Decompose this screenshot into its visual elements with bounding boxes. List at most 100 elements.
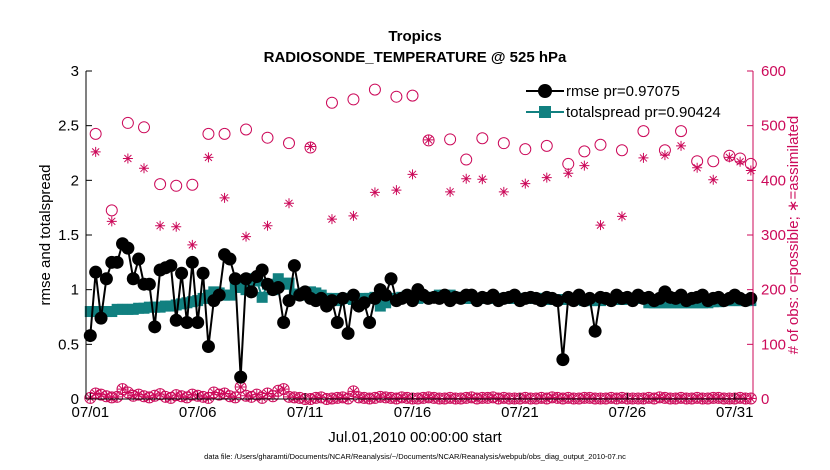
obs-assimilated-marker	[241, 231, 252, 242]
obs-assimilated-marker-low	[659, 392, 670, 403]
y-tick-right-label: 400	[761, 172, 786, 189]
obs-assimilated-marker-low	[547, 392, 558, 403]
obs-assimilated-marker-low	[579, 392, 590, 403]
rmse-marker	[363, 315, 377, 329]
legend-rmse-label: rmse pr=0.97075	[566, 83, 680, 100]
totalspread-marker	[283, 277, 295, 289]
obs-assimilated-marker	[477, 174, 488, 185]
obs-assimilated-marker-low	[149, 390, 160, 401]
obs-assimilated-marker-low	[294, 392, 305, 403]
obs-possible-marker	[347, 93, 360, 106]
obs-assimilated-marker-low	[450, 393, 461, 404]
obs-assimilated-marker	[724, 152, 735, 163]
obs-assimilated-marker-low	[160, 391, 171, 402]
obs-assimilated-marker-low	[740, 393, 751, 404]
obs-assimilated-marker-low	[224, 391, 235, 402]
rmse-marker	[357, 296, 371, 310]
obs-possible-marker	[540, 139, 553, 152]
obs-assimilated-marker-low	[649, 393, 660, 404]
rmse-marker	[336, 291, 350, 305]
rmse-marker	[325, 294, 339, 308]
y-ticks-right: 0 100 200 300 400 500 600	[747, 63, 786, 408]
obs-assimilated-marker-low	[681, 393, 692, 404]
obs-assimilated-marker	[391, 185, 402, 196]
rmse-marker	[277, 315, 291, 329]
y-axis-label-right: # of obs: o=possible; ∗=assimilated	[785, 116, 802, 355]
obs-assimilated-marker-low	[702, 393, 713, 404]
totalspread-marker	[224, 289, 236, 301]
obs-assimilated-marker-low	[144, 392, 155, 403]
rmse-marker	[282, 294, 296, 308]
obs-assimilated-marker-low	[133, 389, 144, 400]
obs-assimilated-marker-low	[488, 392, 499, 403]
obs-assimilated-marker-low	[429, 392, 439, 403]
obs-possible-marker	[444, 133, 457, 146]
obs-possible-marker	[240, 123, 253, 136]
y-tick-right-label: 100	[761, 336, 786, 353]
obs-possible-marker	[476, 132, 489, 145]
obs-assimilated-marker-low	[364, 393, 375, 404]
obs-possible-marker	[615, 144, 628, 157]
rmse-marker	[185, 255, 199, 269]
obs-assimilated-marker-low	[380, 392, 391, 403]
obs-assimilated-marker-low	[606, 392, 617, 403]
obs-assimilated-marker-low	[96, 389, 107, 400]
obs-assimilated-marker	[219, 192, 230, 203]
obs-assimilated-marker	[461, 173, 472, 184]
obs-assimilated-marker-low	[112, 391, 123, 402]
rmse-marker	[228, 272, 242, 286]
obs-assimilated-marker-low	[187, 389, 198, 400]
y-tick-left-label: 2.5	[58, 118, 79, 135]
obs-assimilated-marker-low	[257, 392, 268, 403]
obs-possible-marker	[460, 153, 473, 166]
obs-possible-marker	[170, 179, 183, 192]
y-tick-left-label: 0	[71, 391, 79, 408]
obs-assimilated-marker	[407, 169, 418, 180]
obs-assimilated-marker-low	[289, 392, 300, 403]
obs-possible-marker	[186, 178, 199, 191]
obs-assimilated-marker-low	[574, 393, 584, 404]
y-tick-left-label: 1	[71, 282, 79, 299]
obs-assimilated-marker-low	[353, 392, 364, 403]
obs-assimilated-marker-low	[525, 393, 536, 404]
obs-assimilated-marker	[595, 220, 606, 231]
obs-assimilated-marker-low	[165, 392, 176, 403]
x-tick-label: 07/16	[394, 404, 432, 421]
totalspread-marker	[256, 291, 268, 303]
obs-assimilated-marker-low	[471, 393, 482, 404]
obs-assimilated-marker-low	[461, 392, 472, 403]
obs-possible-marker	[138, 121, 150, 134]
obs-assimilated-marker	[708, 174, 719, 185]
obs-assimilated-marker	[90, 146, 101, 157]
rmse-marker	[126, 272, 140, 286]
obs-assimilated-marker	[692, 162, 703, 173]
obs-assimilated-marker	[203, 152, 214, 163]
obs-assimilated-marker-low	[633, 393, 644, 404]
y-ticks-left: 0 0.5 1 1.5 2 2.5 3	[58, 63, 92, 408]
obs-assimilated-marker	[579, 160, 590, 171]
obs-assimilated-marker-low	[171, 390, 182, 401]
obs-assimilated-marker-low	[316, 392, 327, 403]
obs-assimilated-marker-low	[466, 392, 477, 403]
obs-assimilated-marker-low	[230, 392, 241, 403]
obs-assimilated-marker-low	[482, 392, 493, 403]
y-tick-right-label: 300	[761, 227, 786, 244]
rmse-marker	[201, 340, 215, 354]
obs-possible-marker	[218, 127, 231, 140]
obs-assimilated-marker	[745, 165, 756, 176]
obs-assimilated-marker	[155, 220, 166, 231]
rmse-marker	[89, 265, 103, 279]
rmse-marker	[341, 326, 355, 340]
obs-possible-marker	[675, 125, 688, 138]
rmse-marker	[212, 288, 226, 302]
obs-assimilated-marker-low	[670, 393, 681, 404]
x-ticks: 07/01 07/06 07/11 07/16 07/21 07/26 07/31	[72, 393, 754, 421]
obs-assimilated-marker-low	[724, 393, 735, 404]
x-tick-label: 07/31	[716, 404, 754, 421]
obs-assimilated-marker	[445, 186, 456, 197]
chart-title: Tropics	[388, 28, 441, 45]
obs-possible-marker	[519, 143, 532, 156]
obs-assimilated-marker	[638, 152, 649, 163]
obs-assimilated-marker-low	[531, 393, 542, 404]
